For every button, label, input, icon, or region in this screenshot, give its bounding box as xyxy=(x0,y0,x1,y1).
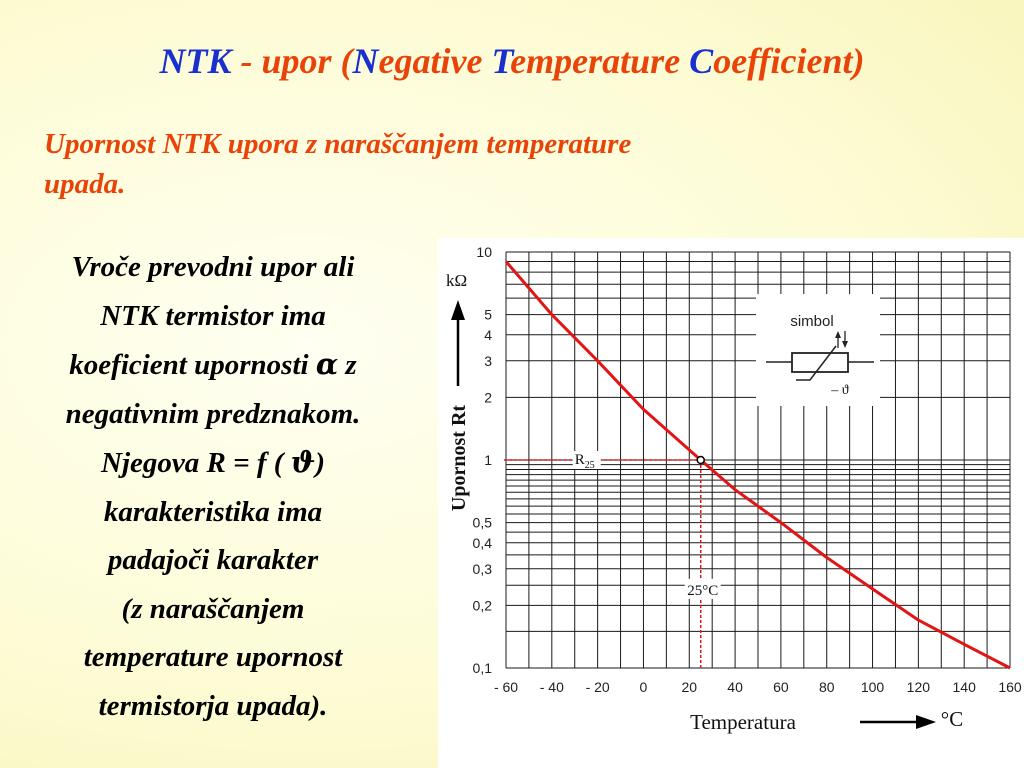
arrow-up-head xyxy=(835,331,841,338)
temp25-label-bg xyxy=(684,578,721,599)
ntc-resistance-chart: - 60 - 40 - 20 0 20 40 60 80 100 120 140 160 0,1 0,2 0… xyxy=(446,244,1022,734)
title-part: - upor ( xyxy=(231,41,353,81)
x-tick-label: - 60 xyxy=(494,679,518,695)
body-line: koeficient upornosti xyxy=(69,349,316,381)
body-line: negativnim predznakom. xyxy=(65,397,361,430)
r25-point-marker xyxy=(696,455,705,465)
body-line: Njegova xyxy=(101,447,207,479)
y-tick-label: 0,2 xyxy=(473,597,493,613)
x-tick-label: - 20 xyxy=(586,679,610,695)
formula: R = f ( xyxy=(206,447,291,479)
axis-labels: Temperatura °C Upornost Rt kΩ xyxy=(446,271,963,734)
x-tick-label: 160 xyxy=(998,679,1022,695)
x-tick-label: 140 xyxy=(953,679,977,695)
y-tick-label: 0,1 xyxy=(473,660,493,676)
title-part: NTK xyxy=(159,41,232,81)
title-part: egative xyxy=(378,41,492,81)
x-tick-label: 100 xyxy=(861,679,885,695)
title-part: N xyxy=(352,41,379,81)
body-line: ) xyxy=(315,447,325,479)
body-line: termistorja upada). xyxy=(98,689,328,722)
body-line: NTK termistor ima xyxy=(100,299,326,332)
inset-background xyxy=(756,294,880,406)
y-tick-label: 0,4 xyxy=(473,535,493,551)
r25-subscript: 25 xyxy=(585,460,595,471)
inset-caption: – ϑ xyxy=(830,383,849,398)
x-tick-label: 120 xyxy=(907,679,931,695)
body-line: Vroče prevodni upor ali xyxy=(71,251,355,283)
subtitle-line-2: upada. xyxy=(44,168,126,200)
chart-panel: - 60 - 40 - 20 0 20 40 60 80 100 120 140 160 0,1 0,2 0… xyxy=(438,238,1024,768)
body-line: (z naraščanjem xyxy=(121,592,305,625)
body-paragraph: Vroče prevodni upor ali NTK termistor im… xyxy=(0,243,426,730)
resistance-curve xyxy=(504,260,1011,670)
y-axis-label: Upornost Rt xyxy=(448,405,470,511)
x-tick-label: 0 xyxy=(640,679,648,695)
x-axis-label: Temperatura xyxy=(690,710,796,734)
thermistor-symbol-inset: simbol – ϑ xyxy=(756,294,880,406)
y-tick-label: 4 xyxy=(484,327,492,343)
y-tick-label: 0,5 xyxy=(473,515,493,531)
x-tick-label: - 40 xyxy=(540,679,564,695)
x-tick-label: 20 xyxy=(681,679,697,695)
arrow-down-head xyxy=(842,341,848,348)
slide-subtitle: Upornost NTK upora z naraščanjem tempera… xyxy=(44,124,904,204)
y-tick-label: 1 xyxy=(484,452,492,468)
y-tick-label: 5 xyxy=(484,307,492,323)
alpha-symbol: α xyxy=(315,347,339,381)
x-tick-label: 40 xyxy=(727,679,743,695)
title-part: T xyxy=(491,41,511,81)
body-line: karakteristika ima xyxy=(103,495,323,528)
curve-layer xyxy=(504,260,1011,670)
slide-title: NTK - upor (Negative Temperature Coeffic… xyxy=(0,40,1024,82)
y-tick-label: 10 xyxy=(476,244,492,260)
theta-symbol: ϑ xyxy=(290,445,316,479)
subtitle-line-1: Upornost NTK upora z naraščanjem tempera… xyxy=(44,128,632,160)
temp25-label: 25°C xyxy=(687,583,718,599)
body-line: padajoči karakter xyxy=(107,544,319,576)
x-tick-label: 60 xyxy=(773,679,789,695)
y-tick-label: 0,3 xyxy=(473,561,493,577)
title-part: oefficient) xyxy=(713,41,865,81)
y-tick-label: 2 xyxy=(484,389,492,405)
inset-label: simbol xyxy=(790,313,833,330)
y-tick-label: 3 xyxy=(484,353,492,369)
y-axis-arrowhead xyxy=(451,300,465,320)
r25-label-bg xyxy=(572,451,601,469)
x-axis-arrowhead xyxy=(916,715,936,729)
x-tick-label: 80 xyxy=(819,679,835,695)
thermistor-slash xyxy=(796,345,837,381)
title-part: emperature xyxy=(510,41,690,81)
body-line: z xyxy=(338,349,357,381)
title-part: C xyxy=(689,41,714,81)
x-axis-unit: °C xyxy=(941,707,963,731)
tick-labels: - 60 - 40 - 20 0 20 40 60 80 100 120 140 160 0,1 0,2 0… xyxy=(473,244,1022,695)
body-line: temperature upornost xyxy=(83,641,343,673)
y-axis-unit: kΩ xyxy=(446,271,467,290)
